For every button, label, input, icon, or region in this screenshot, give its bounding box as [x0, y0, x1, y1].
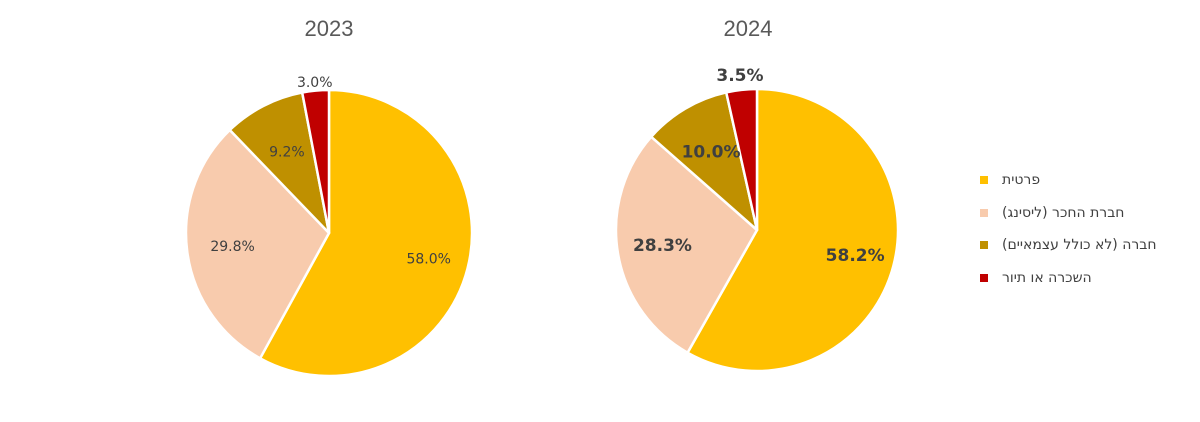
pie-chart-2024: 2024 58.2% 28.3% 10.0% 3.5% [614, 16, 900, 373]
legend-swatch-leasing [980, 208, 988, 217]
chart-title-2024: 2024 [724, 16, 773, 41]
legend-label-company: חברה (לא כולל עצמאיים) [1002, 237, 1157, 253]
legend-swatch-private [980, 176, 988, 184]
data-label-2024-leasing: 28.3% [633, 236, 692, 256]
pie-slice-2023-private [258, 88, 474, 378]
pie-labels-2024: 58.2% 28.3% 10.0% 3.5% [633, 66, 885, 266]
pie-slice-2024-private [686, 87, 900, 373]
data-label-2024-private: 58.2% [826, 246, 885, 266]
legend-item-company: חברה (לא כולל עצמאיים) [980, 235, 1180, 255]
pie-labels-2023: 58.0% 29.8% 9.2% 3.0% [210, 75, 451, 268]
data-label-2023-rental: 3.0% [297, 75, 333, 91]
pie-chart-2023: 2023 58.0% 29.8% 9.2% 3.0% [184, 16, 474, 378]
legend-label-private: פרטית [1002, 172, 1041, 188]
pie-slices-2024 [614, 87, 900, 373]
pie-slice-2023-leasing [184, 128, 331, 360]
pie-slices-2023 [184, 88, 474, 378]
chart-legend: פרטית חברת החכר (ליסינג) חברה (לא כולל ע… [980, 170, 1180, 300]
pie-slice-2024-leasing [614, 135, 759, 354]
legend-swatch-company [980, 241, 988, 249]
pie-slice-2023-company [228, 91, 331, 235]
pie-slice-2024-company [649, 91, 759, 232]
data-label-2024-rental: 3.5% [716, 66, 763, 86]
legend-item-rental: השכרה או תיור [980, 268, 1180, 288]
legend-swatch-rental [980, 273, 988, 282]
data-label-2023-company: 9.2% [269, 145, 305, 161]
chart-title-2023: 2023 [305, 16, 354, 41]
legend-item-private: פרטית [980, 170, 1180, 190]
data-label-2024-company: 10.0% [682, 142, 741, 162]
legend-item-leasing: חברת החכר (ליסינג) [980, 203, 1180, 223]
legend-label-leasing: חברת החכר (ליסינג) [1002, 204, 1125, 221]
legend-label-rental: השכרה או תיור [1002, 269, 1092, 286]
pie-slice-2023-rental [300, 88, 331, 235]
pie-slice-2024-rental [724, 87, 759, 232]
data-label-2023-private: 58.0% [406, 252, 450, 268]
data-label-2023-leasing: 29.8% [210, 239, 254, 255]
